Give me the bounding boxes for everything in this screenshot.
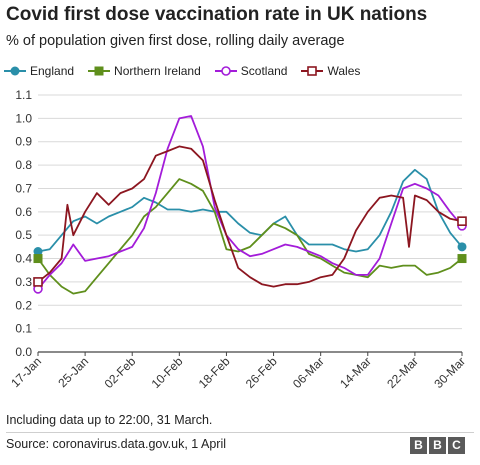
legend-label-northern-ireland: Northern Ireland <box>114 64 201 78</box>
x-tick-label: 18-Feb <box>196 354 233 391</box>
end-marker-england <box>457 242 467 252</box>
y-tick-label: 0.6 <box>15 205 32 219</box>
legend-label-england: England <box>30 64 75 78</box>
line-chart: 0.0 0.1 0.2 0.3 0.4 0.5 0.6 0.7 0.8 0.9 1.0 1.1 17-J… <box>8 88 468 391</box>
legend-item-england: England <box>4 64 74 78</box>
end-marker-wales <box>457 216 467 226</box>
legend: England Northern Ireland Scotland Wales <box>4 60 374 82</box>
start-marker-england <box>33 247 43 257</box>
x-tick-label: 14-Mar <box>337 354 374 391</box>
y-tick-label: 0.3 <box>15 275 32 289</box>
series-line-scotland <box>37 115 463 290</box>
legend-label-wales: Wales <box>327 64 361 78</box>
start-marker-northern-ireland <box>33 254 43 264</box>
y-tick-label: 0.8 <box>15 158 32 172</box>
legend-item-northern-ireland: Northern Ireland <box>88 64 201 78</box>
series-line-northern-ireland <box>37 178 463 295</box>
legend-swatch-scotland <box>214 66 237 76</box>
y-tick-label: 0.2 <box>15 298 32 312</box>
x-tick-label: 06-Mar <box>290 354 327 391</box>
y-tick-label: 0.9 <box>15 135 32 149</box>
y-tick-label: 0.4 <box>15 252 32 266</box>
divider <box>6 432 474 433</box>
bbc-logo: B B C <box>410 437 465 454</box>
y-tick-label: 0.0 <box>15 345 32 359</box>
y-tick-label: 0.1 <box>15 322 32 336</box>
bbc-logo-letter-3: C <box>448 437 465 454</box>
legend-swatch-wales <box>301 66 324 76</box>
series-line-wales <box>37 145 463 288</box>
chart-subtitle: % of population given first dose, rollin… <box>6 33 345 49</box>
bbc-logo-letter-1: B <box>410 437 427 454</box>
legend-label-scotland: Scotland <box>240 64 288 78</box>
bbc-logo-letter-2: B <box>429 437 446 454</box>
y-tick-label: 0.5 <box>15 228 32 242</box>
y-tick-label: 1.0 <box>15 111 32 125</box>
x-tick-label: 22-Mar <box>384 354 421 391</box>
start-marker-wales <box>33 277 43 287</box>
legend-item-wales: Wales <box>301 64 360 78</box>
x-tick-label: 30-Mar <box>431 354 468 391</box>
source-line: Source: coronavirus.data.gov.uk, 1 April <box>6 437 227 451</box>
end-marker-northern-ireland <box>457 254 467 264</box>
legend-swatch-england <box>4 66 26 76</box>
chart-title: Covid first dose vaccination rate in UK … <box>6 4 428 25</box>
x-tick-label: 26-Feb <box>243 354 280 391</box>
x-tick-label: 10-Feb <box>149 354 186 391</box>
legend-swatch-northern-ireland <box>88 66 111 76</box>
x-tick-label: 25-Jan <box>55 354 91 390</box>
x-tick-label: 17-Jan <box>8 354 44 390</box>
x-tick-label: 02-Feb <box>102 354 139 391</box>
footnote: Including data up to 22:00, 31 March. <box>6 413 213 427</box>
legend-item-scotland: Scotland <box>214 64 288 78</box>
y-tick-label: 0.7 <box>15 181 32 195</box>
y-tick-label: 1.1 <box>15 88 32 102</box>
series-line-england <box>37 168 463 253</box>
